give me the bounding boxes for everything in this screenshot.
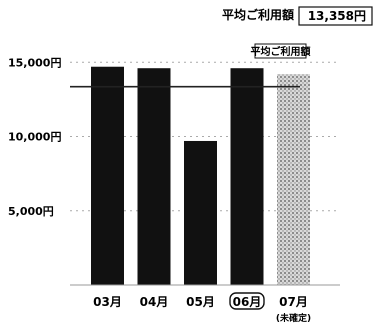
y-tick-label: 5,000円	[8, 205, 54, 218]
bar	[91, 67, 124, 285]
bar	[138, 68, 171, 285]
bar	[231, 68, 264, 285]
average-line-tag: 平均ご利用額	[251, 45, 311, 58]
bar-estimated	[277, 74, 310, 285]
x-tick-label: 04月	[140, 295, 169, 309]
bar	[184, 141, 217, 285]
x-tick-label: 03月	[93, 295, 122, 309]
avg-usage-label: 平均ご利用額	[222, 7, 294, 22]
y-tick-label: 15,000円	[8, 56, 61, 69]
x-tick-note: (未確定)	[276, 312, 311, 324]
x-tick-label: 07月	[279, 295, 308, 309]
x-tick-label: 05月	[186, 295, 215, 309]
avg-usage-value: 13,358円	[308, 9, 366, 23]
y-tick-label: 10,000円	[8, 131, 61, 144]
x-tick-label: 06月	[233, 295, 262, 309]
